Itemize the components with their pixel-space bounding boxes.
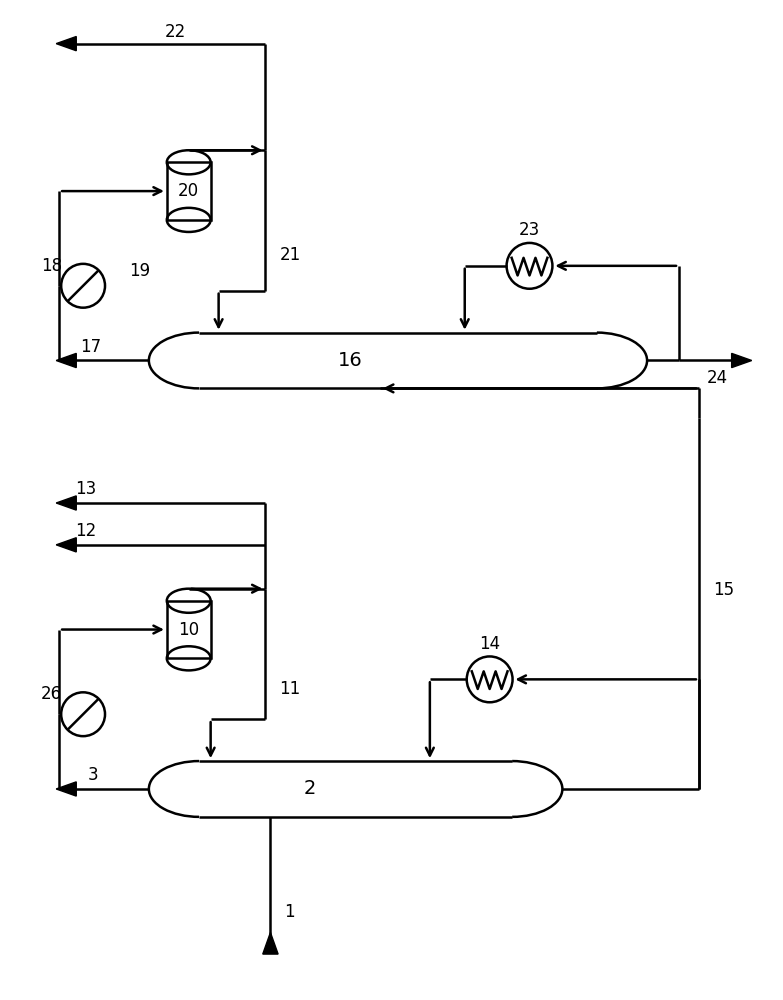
Polygon shape <box>56 782 76 796</box>
Text: 10: 10 <box>179 621 200 639</box>
Polygon shape <box>56 496 76 510</box>
Text: 11: 11 <box>280 680 301 698</box>
Text: 20: 20 <box>179 182 200 200</box>
Text: 21: 21 <box>280 246 301 264</box>
Polygon shape <box>56 353 76 368</box>
Text: 1: 1 <box>284 903 295 921</box>
Polygon shape <box>263 932 278 954</box>
Polygon shape <box>56 37 76 51</box>
Polygon shape <box>56 538 76 552</box>
Bar <box>167 162 211 220</box>
Text: 19: 19 <box>129 262 150 280</box>
Text: 15: 15 <box>713 581 734 599</box>
Text: 3: 3 <box>88 766 99 784</box>
Text: 17: 17 <box>81 338 102 356</box>
Text: 18: 18 <box>41 257 62 275</box>
Bar <box>167 601 211 658</box>
Text: 2: 2 <box>304 779 316 798</box>
Polygon shape <box>731 353 752 368</box>
Text: 16: 16 <box>337 351 363 370</box>
Text: 22: 22 <box>165 23 186 41</box>
Text: 23: 23 <box>519 221 540 239</box>
Text: 26: 26 <box>41 685 62 703</box>
Text: 24: 24 <box>706 369 727 387</box>
Text: 14: 14 <box>479 635 500 653</box>
Text: 13: 13 <box>75 480 97 498</box>
Text: 12: 12 <box>75 522 97 540</box>
